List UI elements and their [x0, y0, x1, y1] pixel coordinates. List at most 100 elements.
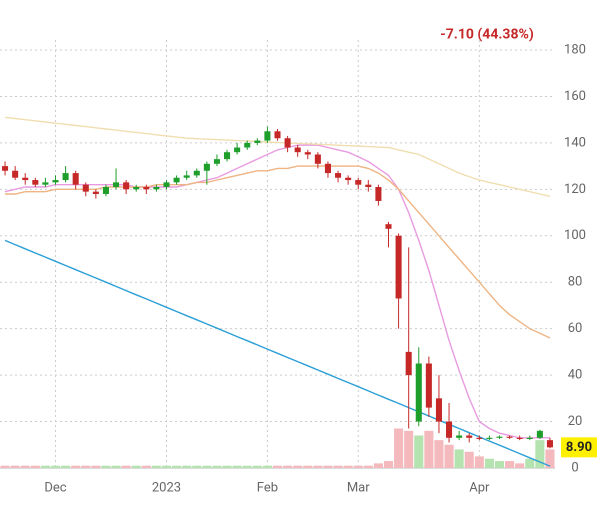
volume-bar	[101, 465, 111, 468]
y-tick-label: 180	[564, 42, 586, 57]
candle-body	[304, 152, 311, 155]
candle-body	[274, 131, 281, 139]
candle-body	[82, 184, 89, 192]
candle-body	[335, 173, 342, 178]
volume-bar	[474, 456, 484, 468]
volume-bar	[131, 465, 141, 468]
candle-body	[173, 177, 180, 183]
volume-bar	[283, 465, 293, 468]
volume-bar	[141, 465, 151, 468]
change-annotation: -7.10 (44.38%)	[440, 27, 534, 43]
candle-body	[314, 154, 321, 164]
volume-bar	[0, 465, 10, 468]
volume-bar	[313, 465, 323, 468]
candle-body	[2, 166, 9, 171]
y-tick-label: 0	[571, 460, 578, 475]
volume-bar	[333, 465, 343, 468]
candle-body	[446, 421, 453, 438]
candle-body	[224, 152, 231, 160]
volume-bar	[30, 465, 40, 468]
y-tick-label: 60	[568, 321, 583, 336]
indicator-line	[4, 144, 550, 439]
candle-body	[456, 435, 463, 438]
candle-body	[486, 437, 493, 439]
volume-bar	[353, 465, 363, 468]
candle-body	[22, 177, 29, 181]
candle-body	[203, 163, 210, 171]
candle-body	[405, 351, 412, 376]
indicator-line	[4, 239, 551, 467]
candle-body	[52, 180, 59, 183]
volume-bar	[192, 465, 202, 468]
candle-body	[365, 184, 372, 188]
candle-body	[183, 175, 190, 178]
volume-bar	[71, 465, 81, 468]
candle-body	[133, 187, 140, 190]
volume-bar	[424, 430, 434, 468]
candle-body	[385, 224, 392, 229]
candle-body	[294, 147, 301, 153]
volume-bar	[40, 465, 50, 468]
volume-bar	[515, 463, 525, 468]
candle-body	[284, 138, 291, 148]
volume-bar	[91, 465, 101, 468]
y-tick-label: 40	[568, 368, 583, 383]
x-tick-label: 2023	[152, 480, 181, 495]
volume-bar	[525, 458, 535, 468]
volume-bar	[414, 435, 424, 468]
volume-bar	[464, 451, 474, 468]
volume-bar	[10, 465, 20, 468]
volume-bar	[161, 465, 172, 468]
x-tick-label: Dec	[44, 480, 66, 495]
volume-bar	[535, 440, 545, 468]
volume-bar	[262, 465, 272, 468]
candle-body	[516, 437, 523, 439]
candle-body	[163, 182, 170, 188]
volume-bar	[172, 465, 182, 468]
indicator-line	[5, 165, 551, 339]
volume-bar	[182, 465, 192, 468]
candle-body	[526, 437, 533, 439]
candle-body	[143, 187, 150, 190]
y-tick-label: 160	[564, 89, 586, 104]
candle-body	[546, 440, 553, 448]
candle-body	[123, 182, 130, 190]
volume-bar	[232, 465, 242, 468]
candle-body	[435, 398, 442, 422]
candle-body	[425, 363, 432, 408]
candle-body	[395, 235, 402, 299]
volume-bar	[212, 465, 222, 468]
y-tick-label: 80	[568, 275, 583, 290]
y-tick-label: 140	[564, 135, 586, 150]
candle-body	[254, 140, 261, 143]
indicator-line	[4, 116, 551, 197]
x-tick-label: Apr	[469, 480, 490, 495]
candle-body	[375, 187, 382, 201]
candle-body	[32, 180, 39, 185]
candle-body	[153, 187, 160, 190]
volume-bar	[50, 465, 61, 468]
volume-bar	[222, 465, 232, 468]
candle-body	[102, 187, 109, 194]
volume-bar	[323, 465, 333, 468]
volume-bar	[293, 465, 303, 468]
candle-body	[496, 436, 503, 438]
volume-bar	[454, 449, 464, 468]
candle-body	[92, 191, 99, 194]
volume-bar	[81, 465, 91, 468]
volume-bar	[151, 465, 161, 468]
candle-body	[113, 182, 120, 188]
candle-body	[536, 430, 543, 438]
volume-bar	[404, 430, 414, 468]
volume-bar	[343, 465, 353, 468]
volume-bar	[121, 465, 131, 468]
x-tick-label: Feb	[257, 480, 278, 495]
candle-body	[213, 159, 220, 164]
volume-bar	[61, 465, 71, 468]
candle-body	[264, 131, 271, 141]
volume-bar	[272, 465, 283, 468]
volume-bar	[242, 465, 252, 468]
last-price-tag	[561, 437, 597, 458]
candle-body	[466, 435, 473, 438]
